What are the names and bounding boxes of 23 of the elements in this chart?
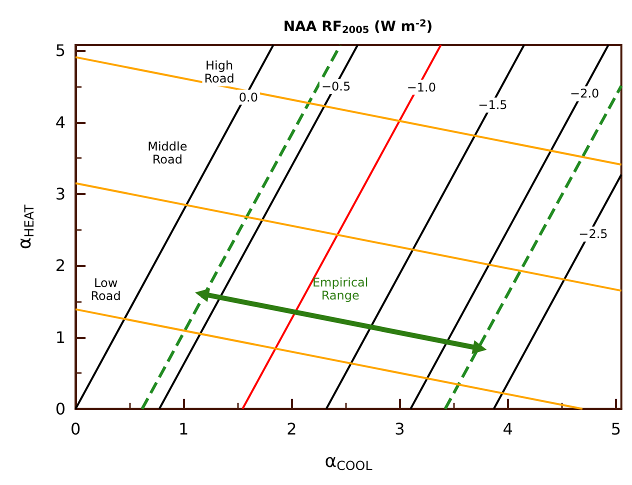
annotation: −0.5 xyxy=(321,80,351,94)
x-tick-label: 5 xyxy=(610,419,622,438)
y-tick-label: 0 xyxy=(55,399,66,418)
x-tick-label: 2 xyxy=(286,419,297,438)
annotation: −2.5 xyxy=(578,227,608,242)
x-tick-label: 4 xyxy=(502,419,513,438)
annotation: Empirical Range xyxy=(312,275,368,302)
annotation: Middle Road xyxy=(148,140,188,167)
annotation: High Road xyxy=(204,58,234,86)
annotation: 0.0 xyxy=(238,90,258,104)
x-tick-label: 3 xyxy=(394,419,405,438)
y-tick-label: 2 xyxy=(55,256,66,276)
x-tick-label: 0 xyxy=(70,419,81,438)
y-tick-label: 5 xyxy=(55,41,66,60)
y-tick-label: 3 xyxy=(55,184,66,204)
y-tick-label: 1 xyxy=(55,328,66,347)
annotation: −2.0 xyxy=(570,86,600,101)
annotation: −1.5 xyxy=(478,98,508,112)
annotation: −1.0 xyxy=(406,80,436,94)
annotation: Low Road xyxy=(90,276,121,303)
x-tick-label: 1 xyxy=(178,419,189,438)
y-axis-title: αHEAT xyxy=(14,204,37,250)
y-tick-label: 4 xyxy=(55,112,66,132)
